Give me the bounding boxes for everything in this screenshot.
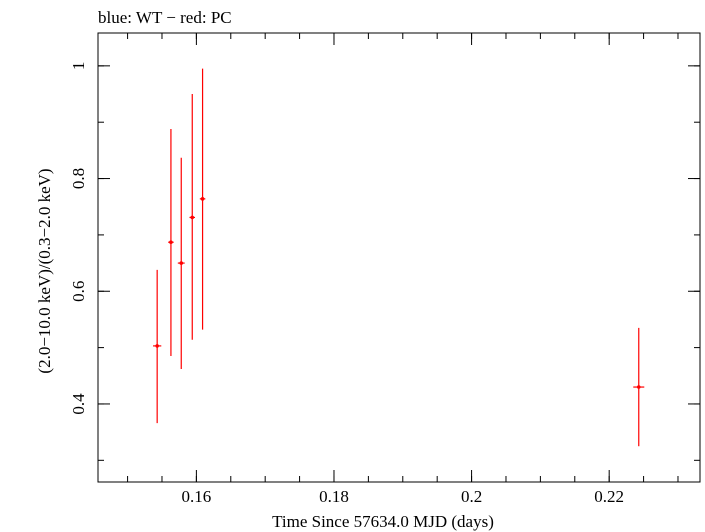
data-point: [199, 68, 206, 330]
data-point: [177, 157, 185, 370]
data-marker: [179, 261, 184, 265]
y-tick-label: 0.4: [69, 393, 88, 415]
y-axis-label: (2.0−10.0 keV)/(0.3−2.0 keV): [35, 168, 54, 373]
y-tick-label: 1: [69, 62, 88, 71]
data-point: [168, 128, 174, 357]
x-axis-label: Time Since 57634.0 MJD (days): [272, 512, 494, 531]
data-marker: [200, 197, 205, 201]
y-tick-label: 0.6: [69, 281, 88, 302]
data-point: [189, 94, 196, 340]
x-tick-label: 0.22: [594, 487, 624, 506]
x-tick-label: 0.2: [461, 487, 482, 506]
y-tick-label: 0.8: [69, 168, 88, 189]
data-marker: [190, 215, 195, 220]
data-point: [633, 327, 645, 447]
chart-title: blue: WT − red: PC: [98, 8, 232, 27]
x-tick-label: 0.16: [182, 487, 212, 506]
data-marker: [636, 385, 641, 389]
data-marker: [169, 240, 173, 245]
data-point: [153, 269, 162, 424]
data-marker: [155, 344, 159, 348]
plot-area-frame: [97, 32, 701, 483]
x-tick-label: 0.18: [319, 487, 349, 506]
